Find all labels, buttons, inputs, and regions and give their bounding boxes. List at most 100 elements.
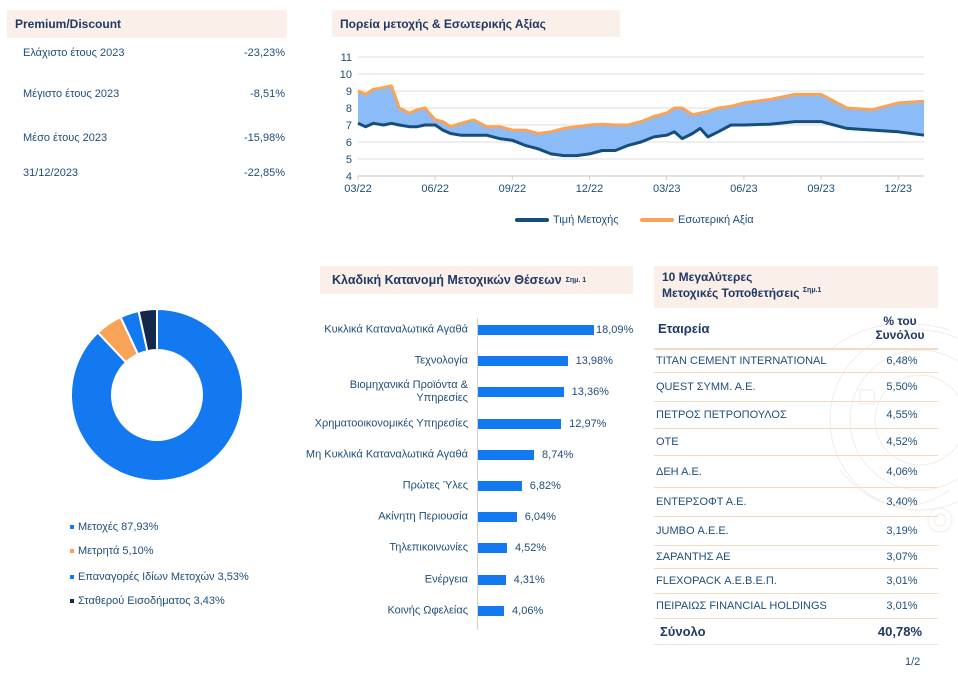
holding-row: FLEXOPACK Α.Ε.Β.Ε.Π. 3,01%	[654, 569, 938, 594]
donut-legend-label: Επαναγορές Ιδίων Μετοχών 3,53%	[78, 571, 249, 583]
y-tick-label: 7	[346, 120, 352, 132]
sector-label: Ακίνητη Περιουσία	[378, 510, 468, 523]
sector-value-label: 18,09%	[596, 324, 634, 336]
sector-bar-row: Κοινής Ωφελείας 4,06%	[300, 596, 640, 626]
sector-bar	[478, 605, 505, 616]
premium-discount-title: Premium/Discount	[15, 17, 122, 31]
sector-bar-row: Κυκλικά Καταναλωτικά Αγαθά 18,09%	[300, 315, 640, 345]
legend-square-icon	[70, 549, 74, 553]
share-price-line	[357, 120, 925, 158]
pd-row-value: -15,98%	[244, 132, 285, 144]
pd-row: Μέγιστο έτους 2023 -8,51%	[23, 88, 285, 100]
x-tick-label: 12/23	[885, 183, 913, 195]
sector-label: Κοινής Ωφελείας	[387, 604, 468, 617]
holding-percent: 3,01%	[886, 575, 918, 587]
pd-row: Ελάχιστο έτους 2023 -23,23%	[23, 47, 285, 59]
y-tick-label: 11	[341, 52, 352, 64]
legend-share-price-label: Τιμή Μετοχής	[553, 214, 619, 226]
donut-legend-item: Επαναγορές Ιδίων Μετοχών 3,53%	[70, 571, 249, 583]
holding-percent: 5,50%	[886, 381, 918, 393]
donut-legend-item: Μετοχές 87,93%	[70, 521, 158, 533]
sector-bar	[478, 356, 568, 367]
sector-bar-row: Τηλεπικοινωνίες 4,52%	[300, 533, 640, 563]
top10-title-line1: 10 Μεγαλύτερες	[662, 270, 753, 284]
holding-row: JUMBO Α.Ε.Ε. 3,19%	[654, 517, 938, 546]
x-tick-label: 09/23	[807, 183, 835, 195]
nav-swatch	[640, 218, 674, 222]
top10-header: 10 Μεγαλύτερες Μετοχικές Τοποθετήσεις Ση…	[654, 266, 938, 308]
y-tick-label: 5	[346, 154, 352, 166]
holding-percent: 6,48%	[886, 355, 918, 367]
sector-bar	[478, 543, 507, 554]
sector-bar-row: Χρηματοοικονομικές Υπηρεσίες 12,97%	[300, 409, 640, 439]
price-chart-title: Πορεία μετοχής & Εσωτερικής Αξίας	[340, 16, 546, 31]
holding-row: ΠΕΙΡΑΙΩΣ FINANCIAL HOLDINGS 3,01%	[654, 594, 938, 619]
sector-label: Μη Κυκλικά Καταναλωτικά Αγαθά	[305, 448, 468, 461]
bar-axis-line	[477, 318, 478, 630]
x-tick-label: 06/22	[421, 183, 449, 195]
sector-value-label: 12,97%	[569, 417, 607, 430]
y-tick-label: 4	[346, 171, 352, 183]
holding-row: ΕΝΤΕΡΣΟΦΤ Α.Ε. 3,40%	[654, 488, 938, 517]
holding-percent: 4,52%	[886, 436, 918, 448]
legend-share-price: Τιμή Μετοχής	[515, 214, 619, 226]
donut-slice	[70, 307, 244, 482]
sector-label: Κυκλικά Καταναλωτικά Αγαθά	[324, 323, 468, 336]
donut-legend-item: Μετρητά 5,10%	[70, 545, 154, 557]
top10-title-line2: Μετοχικές Τοποθετήσεις	[662, 286, 800, 300]
holding-percent: 3,07%	[886, 551, 918, 563]
x-tick-label: 12/22	[576, 183, 604, 195]
pd-row: 31/12/2023 -22,85%	[23, 167, 285, 179]
sector-bar	[478, 418, 562, 429]
donut-slice	[137, 307, 158, 353]
sector-bar	[478, 449, 535, 460]
holding-percent: 3,19%	[886, 525, 918, 537]
share-price-swatch	[515, 218, 549, 222]
sector-bar-row: Πρώτες Ύλες 6,82%	[300, 471, 640, 501]
holding-row: ΔΕΗ Α.Ε. 4,06%	[654, 456, 938, 488]
x-tick-label: 03/22	[344, 183, 372, 195]
holding-company: ΣΑΡΑΝΤΗΣ ΑΕ	[656, 551, 731, 563]
holding-percent: 3,40%	[886, 496, 918, 508]
pd-row-label: 31/12/2023	[23, 167, 79, 179]
pd-row-value: -8,51%	[250, 88, 285, 100]
sector-label: Βιομηχανικά Προϊόντα & Υπηρεσίες	[349, 379, 468, 405]
holding-percent: 4,06%	[886, 465, 918, 478]
sector-bar-row: Ενέργεια 4,31%	[300, 565, 640, 595]
legend-nav: Εσωτερική Αξία	[640, 214, 754, 226]
sector-label: Τεχνολογία	[414, 354, 468, 367]
sector-value-label: 4,31%	[513, 573, 545, 586]
top10-column-header: Εταιρεία % του Συνόλου	[654, 308, 938, 350]
sector-value-label: 13,36%	[571, 386, 609, 399]
holding-row: TITAN CEMENT INTERNATIONAL 6,48%	[654, 350, 938, 373]
y-tick-label: 6	[346, 137, 352, 149]
sector-value-label: 6,82%	[529, 480, 561, 492]
y-tick-label: 10	[340, 69, 352, 81]
sector-bar	[478, 574, 506, 585]
holding-company: ΠΕΙΡΑΙΩΣ FINANCIAL HOLDINGS	[656, 600, 827, 612]
holding-company: TITAN CEMENT INTERNATIONAL	[656, 355, 827, 367]
sector-chart-note: Σημ. 1	[565, 276, 587, 284]
holding-percent: 3,01%	[886, 600, 918, 612]
sector-value-label: 6,04%	[524, 511, 556, 524]
sector-bar	[478, 325, 594, 335]
sector-value-label: 13,98%	[575, 355, 613, 368]
sector-bars: Κυκλικά Καταναλωτικά Αγαθά 18,09% Τεχνολογ…	[300, 315, 640, 630]
x-tick-label: 03/23	[653, 183, 681, 195]
asset-allocation-donut	[70, 307, 244, 482]
holding-company: JUMBO Α.Ε.Ε.	[656, 525, 729, 537]
col-company: Εταιρεία	[658, 320, 710, 336]
donut-legend-item: Σταθερού Εισοδήματος 3,43%	[70, 595, 225, 607]
holding-company: ΕΝΤΕΡΣΟΦΤ Α.Ε.	[656, 496, 747, 508]
holding-percent: 4,55%	[886, 409, 918, 421]
holding-company: ΔΕΗ Α.Ε.	[656, 465, 702, 478]
sector-bar	[478, 481, 522, 491]
sector-bar-row: Ακίνητη Περιουσία 6,04%	[300, 502, 640, 532]
x-tick-label: 09/22	[499, 183, 527, 195]
donut-legend-label: Μετρητά 5,10%	[78, 545, 154, 557]
sector-value-label: 8,74%	[542, 448, 574, 461]
nav-line	[357, 84, 925, 135]
legend-square-icon	[70, 599, 74, 603]
page-number: 1/2	[905, 656, 921, 668]
sector-bar	[478, 387, 564, 398]
